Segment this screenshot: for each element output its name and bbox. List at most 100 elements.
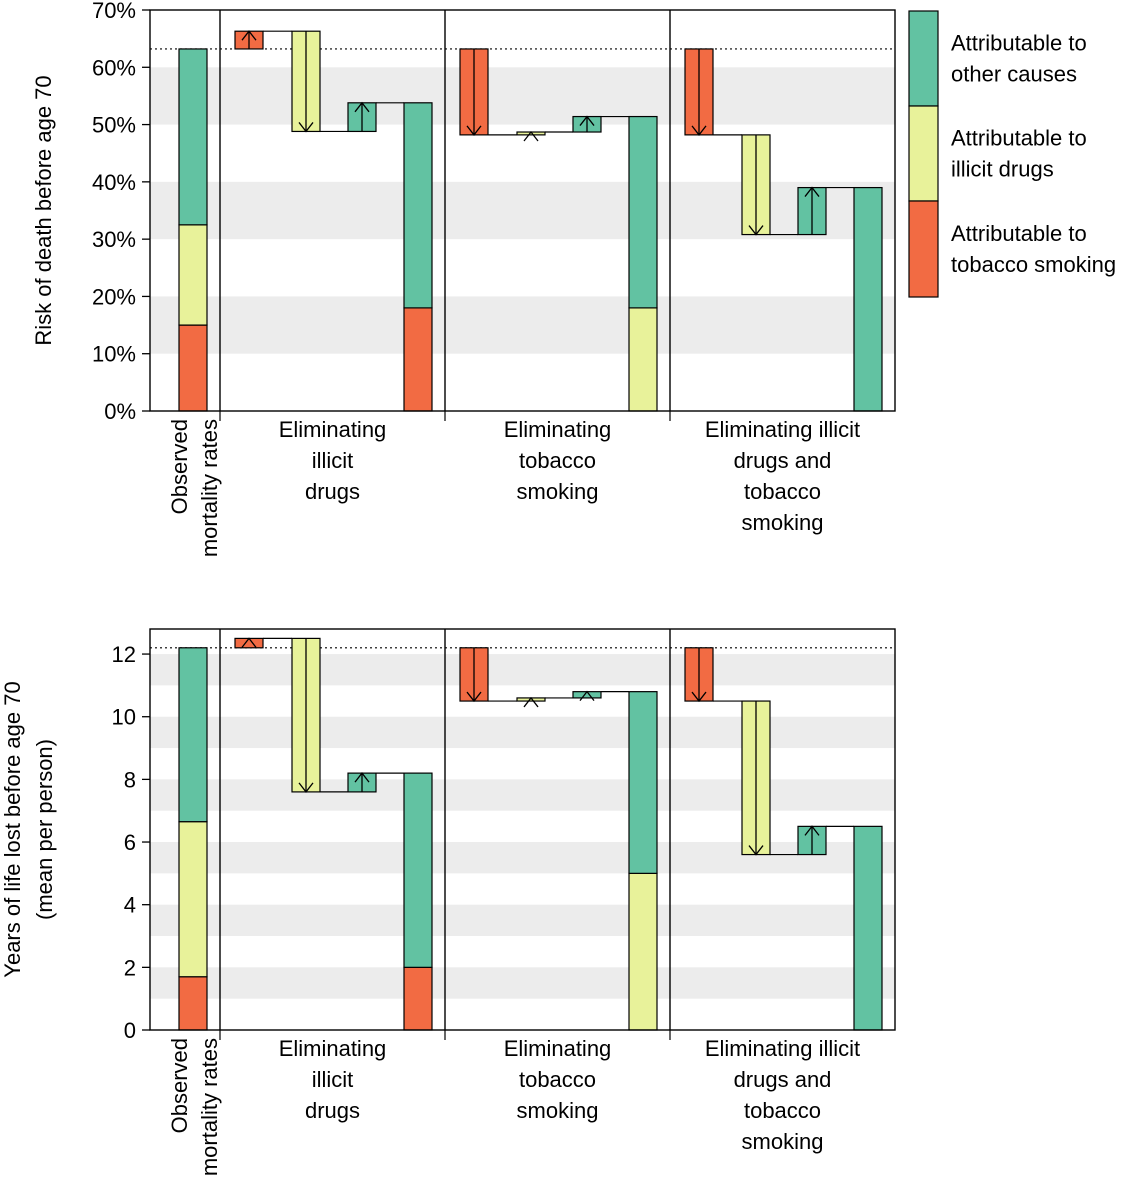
scenario-label-line: Eliminating xyxy=(279,1036,387,1061)
scenario-label: Eliminating tobacco smoking xyxy=(504,417,612,504)
panel-frame xyxy=(149,628,896,1031)
scenario-label-line: Eliminating xyxy=(279,417,387,442)
grid-band xyxy=(150,779,895,811)
step-arrow-head xyxy=(804,186,820,197)
scenario-label-line: tobacco xyxy=(744,1098,821,1123)
observed-label: mortality rates xyxy=(197,419,222,557)
step-arrow-head xyxy=(241,637,257,648)
scenario-label: Eliminating illicit drugs and tobacco smoki… xyxy=(705,1036,860,1154)
y-axis-title: (mean per person) xyxy=(32,739,57,920)
legend-label-tobacco-line: tobacco smoking xyxy=(951,252,1116,277)
scenario-label-line: smoking xyxy=(517,1098,599,1123)
scenario-label-line: drugs xyxy=(305,1098,360,1123)
step-arrow-head xyxy=(748,845,764,856)
y-tick-label: 20% xyxy=(92,284,136,309)
scenario-label-line: tobacco xyxy=(519,1067,596,1092)
final-bar-other-segment xyxy=(853,825,883,1031)
grid-band xyxy=(150,904,895,937)
grid-band xyxy=(150,654,895,686)
observed-bar-drugs-segment xyxy=(178,224,208,326)
y-axis-title: Risk of death before age 70 xyxy=(31,75,56,345)
y-tick-label: 30% xyxy=(92,227,136,252)
legend-label-tobacco: Attributable to tobacco smoking xyxy=(951,221,1116,277)
final-bar-other-segment xyxy=(628,115,658,309)
scenario-label-line: smoking xyxy=(742,510,824,535)
observed-bar-other-segment xyxy=(178,48,208,226)
final-bar-other-segment xyxy=(403,772,433,968)
legend-label-drugs: Attributable to illicit drugs xyxy=(951,126,1087,182)
step-arrow-head xyxy=(298,122,314,133)
y-tick-label: 10% xyxy=(92,342,136,367)
scenario-label-line: drugs and xyxy=(734,1067,832,1092)
scenario-label-line: illicit xyxy=(312,1067,354,1092)
scenario-label: Eliminating illicit drugs xyxy=(279,417,387,504)
scenario-label-line: drugs and xyxy=(734,448,832,473)
y-tick-label: 2 xyxy=(124,955,136,980)
scenario-label-line: drugs xyxy=(305,479,360,504)
observed-label: Observed xyxy=(167,419,192,514)
y-tick-label: 50% xyxy=(92,113,136,138)
scenario-label-line: Eliminating xyxy=(504,1036,612,1061)
step-arrow-head xyxy=(354,772,370,783)
y-tick-label: 70% xyxy=(92,0,136,23)
scenario-label-line: Eliminating xyxy=(504,417,612,442)
scenario-label-line: Eliminating illicit xyxy=(705,1036,860,1061)
legend-swatch-tobacco xyxy=(908,200,939,298)
observed-bar-tobacco-segment xyxy=(178,976,208,1031)
step-arrow-head xyxy=(466,125,482,136)
y-tick-label: 4 xyxy=(124,893,136,918)
y-tick-label: 40% xyxy=(92,170,136,195)
observed-bar-tobacco-segment xyxy=(178,324,208,412)
step-arrow-head xyxy=(298,782,314,793)
scenario-label-line: tobacco xyxy=(519,448,596,473)
step-bar-tobacco xyxy=(234,637,264,649)
step-arrow-head xyxy=(523,130,539,142)
scenario-label-line: smoking xyxy=(742,1129,824,1154)
step-arrow-head xyxy=(354,101,370,113)
y-tick-label: 60% xyxy=(92,55,136,80)
final-bar-drugs-segment xyxy=(628,307,658,412)
observed-label: Observed xyxy=(167,1038,192,1133)
observed-bar-drugs-segment xyxy=(178,821,208,978)
step-arrow-head xyxy=(804,825,820,836)
grid-band xyxy=(150,296,895,354)
legend-label-drugs-line: illicit drugs xyxy=(951,157,1054,182)
observed-label: mortality rates xyxy=(197,1038,222,1176)
step-arrow-head xyxy=(466,691,482,703)
y-tick-label: 0 xyxy=(124,1018,136,1043)
grid-band xyxy=(150,67,895,125)
legend-label-other-line: other causes xyxy=(951,62,1077,87)
years-of-life-lost-panel: 0 2 4 6 8 10 12 Years of life lost before age 7… xyxy=(0,628,896,1176)
step-arrow-head xyxy=(579,690,595,702)
legend-swatch-other xyxy=(908,10,939,107)
scenario-label: Eliminating illicit drugs xyxy=(279,1036,387,1123)
scenario-label-line: tobacco xyxy=(744,479,821,504)
y-tick-label: 12 xyxy=(112,642,136,667)
panel-frame xyxy=(149,9,896,412)
y-axis-title: Years of life lost before age 70 xyxy=(0,681,25,977)
legend-label-drugs-line: Attributable to xyxy=(951,126,1087,151)
scenario-label-line: Eliminating illicit xyxy=(705,417,860,442)
final-bar-tobacco-segment xyxy=(403,966,433,1031)
scenario-label-line: smoking xyxy=(517,479,599,504)
legend-label-tobacco-line: Attributable to xyxy=(951,221,1087,246)
scenario-label: Eliminating illicit drugs and tobacco smoki… xyxy=(705,417,860,535)
legend: Attributable to other causes Attributable … xyxy=(908,10,1116,298)
y-tick-label: 10 xyxy=(112,705,136,730)
scenario-label-line: illicit xyxy=(312,448,354,473)
grid-band xyxy=(150,967,895,999)
step-arrow-head xyxy=(241,30,257,41)
final-bar-drugs-segment xyxy=(628,872,658,1031)
observed-bar-other-segment xyxy=(178,647,208,823)
y-tick-label: 0% xyxy=(104,399,136,424)
legend-label-other-line: Attributable to xyxy=(951,31,1087,56)
risk-of-death-panel: 0% 10% 20% 30% 40% 50% 60% 70% Risk of death bef… xyxy=(31,0,896,557)
grid-band xyxy=(150,842,895,874)
step-arrow-head xyxy=(691,691,707,703)
scenario-label: Eliminating tobacco smoking xyxy=(504,1036,612,1123)
step-arrow-head xyxy=(523,696,539,708)
final-bar-tobacco-segment xyxy=(403,307,433,412)
y-tick-label: 6 xyxy=(124,830,136,855)
grid-band xyxy=(150,716,895,749)
